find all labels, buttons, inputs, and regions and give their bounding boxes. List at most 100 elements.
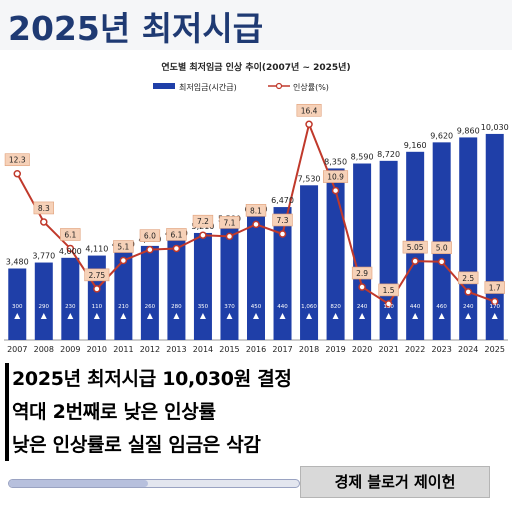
increase-label-2018: 1,060 — [301, 304, 317, 310]
rate-label-box-2008 — [33, 201, 54, 215]
increase-arrow-2009 — [67, 313, 74, 319]
rate-label-box-2022 — [402, 240, 428, 254]
increase-arrow-2025 — [491, 313, 498, 319]
legend-line-marker — [275, 82, 283, 90]
rate-label-2019: 10.9 — [327, 173, 344, 182]
increase-arrow-2020 — [359, 313, 366, 319]
increase-label-2024: 240 — [463, 304, 474, 310]
bar-value-label-2021: 8,720 — [377, 150, 400, 159]
x-tick-2008: 2008 — [34, 345, 54, 354]
increase-label-2022: 440 — [410, 304, 421, 310]
increase-label-2017: 440 — [277, 304, 288, 310]
bar-value-label-2008: 3,770 — [32, 252, 55, 261]
rate-point-2013 — [172, 244, 181, 253]
caption-line-2: 역대 2번째로 낮은 인상률 — [12, 401, 216, 423]
x-tick-2009: 2009 — [60, 345, 80, 354]
bar-2011 — [114, 251, 133, 340]
rate-label-box-2010 — [84, 268, 110, 282]
rate-point-2011 — [119, 256, 128, 265]
rate-point-2010 — [93, 285, 101, 293]
rate-label-box-2025 — [484, 281, 505, 294]
caption-line-3: 낮은 인상률로 실질 임금은 삭감 — [12, 434, 261, 456]
rate-point-2024 — [464, 288, 472, 296]
bar-value-label-2009: 4,000 — [59, 247, 82, 256]
rate-label-2013: 6.1 — [170, 230, 182, 239]
increase-label-2016: 450 — [251, 304, 262, 310]
rate-point-2012 — [146, 245, 154, 254]
rate-label-2023: 5.0 — [436, 244, 448, 253]
x-tick-2007: 2007 — [7, 345, 27, 354]
bar-value-label-2017: 6,470 — [271, 196, 294, 205]
increase-arrow-2007 — [14, 313, 21, 319]
increase-arrow-2010 — [93, 313, 100, 319]
x-tick-2022: 2022 — [405, 345, 425, 354]
bar-2024 — [459, 137, 478, 340]
increase-arrow-2024 — [465, 313, 472, 319]
x-tick-2015: 2015 — [219, 345, 239, 354]
x-tick-2025: 2025 — [485, 345, 505, 354]
bar-2020 — [353, 163, 372, 340]
x-tick-2023: 2023 — [432, 345, 452, 354]
header-banner: 2025년 최저시급 — [0, 0, 512, 50]
bar-2016 — [247, 216, 265, 340]
rate-label-box-2007 — [4, 153, 30, 167]
rate-label-box-2024 — [458, 271, 479, 285]
rate-label-box-2018 — [296, 103, 322, 117]
increase-arrow-2015 — [226, 313, 233, 319]
rate-label-2007: 12.3 — [9, 156, 26, 165]
x-tick-2011: 2011 — [113, 345, 133, 354]
rate-label-2020: 2.9 — [356, 269, 368, 278]
rate-label-box-2012 — [139, 229, 161, 242]
rate-label-2025: 1.7 — [489, 284, 501, 293]
rate-point-2022 — [411, 257, 419, 265]
bar-value-label-2010: 4,110 — [85, 245, 108, 254]
bar-value-label-2025: 10,030 — [481, 123, 509, 132]
rate-point-2021 — [384, 300, 393, 308]
rate-point-2009 — [66, 244, 75, 253]
x-tick-2024: 2024 — [458, 345, 478, 354]
bar-2012 — [140, 245, 159, 340]
x-tick-2010: 2010 — [87, 345, 107, 354]
page-title: 2025년 최저시급 — [8, 9, 264, 48]
rate-label-box-2013 — [166, 228, 187, 241]
x-tick-2016: 2016 — [246, 345, 266, 354]
legend-bar-swatch — [153, 83, 175, 89]
rate-point-2014 — [199, 231, 207, 239]
rate-label-box-2019 — [323, 170, 349, 183]
increase-arrow-2017 — [279, 313, 286, 319]
increase-label-2011: 210 — [118, 304, 129, 310]
increase-label-2015: 370 — [224, 304, 235, 310]
bar-2013 — [167, 240, 186, 340]
rate-label-box-2017 — [272, 213, 293, 227]
rate-label-2010: 2.75 — [88, 271, 105, 280]
rate-point-2018 — [305, 120, 313, 129]
bottom-progress-slider[interactable] — [8, 479, 300, 488]
rate-point-2008 — [40, 218, 48, 226]
bar-2007 — [8, 268, 27, 340]
increase-arrow-2013 — [173, 313, 180, 319]
rate-label-2018: 16.4 — [301, 106, 318, 115]
rate-label-2008: 8.3 — [38, 204, 50, 213]
increase-arrow-2023 — [438, 313, 445, 319]
increase-label-2009: 230 — [65, 304, 76, 310]
increase-label-2025: 170 — [489, 304, 500, 310]
rate-label-2015: 7.1 — [224, 218, 236, 227]
caption-line-1: 2025년 최저시급 10,030원 결정 — [12, 368, 292, 390]
rate-label-2022: 5.05 — [407, 243, 424, 252]
increase-label-2019: 820 — [330, 304, 341, 310]
increase-arrow-2022 — [412, 313, 419, 319]
increase-label-2012: 260 — [145, 304, 156, 310]
increase-label-2010: 110 — [92, 304, 103, 310]
increase-label-2023: 460 — [436, 304, 447, 310]
x-tick-2020: 2020 — [352, 345, 372, 354]
x-tick-2018: 2018 — [299, 345, 319, 354]
chart-title: 연도별 최저임금 인상 추이(2007년 ~ 2025년) — [161, 61, 350, 73]
rate-point-2016 — [252, 220, 260, 229]
bar-value-label-2020: 8,590 — [351, 153, 374, 162]
bar-value-label-2023: 9,620 — [430, 131, 453, 140]
increase-label-2013: 280 — [171, 304, 182, 310]
x-tick-2014: 2014 — [193, 345, 213, 354]
bar-value-label-2018: 7,530 — [298, 174, 321, 183]
bar-2015 — [220, 225, 239, 340]
bar-2008 — [34, 262, 53, 340]
